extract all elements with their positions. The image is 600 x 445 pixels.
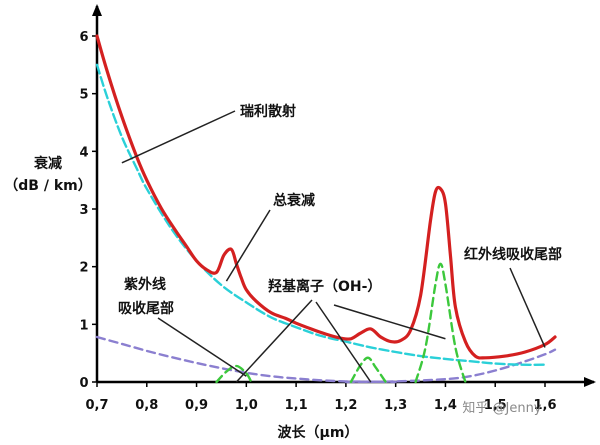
series-group [95, 34, 557, 384]
y-tick-label: 0 [79, 376, 88, 391]
series-line-rayleigh [95, 63, 547, 366]
x-axis-label: 波长（μm） [278, 424, 359, 441]
y-tick-label: 3 [79, 203, 88, 218]
series-line-ir-tail [344, 348, 557, 384]
x-tick-label: 1,5 [484, 398, 507, 413]
x-tick-label: 0,8 [135, 398, 158, 413]
series-line-oh-peak-2 [349, 356, 387, 384]
annotation-pointer-total [225, 209, 271, 282]
x-tick-label: 1,3 [384, 398, 407, 413]
x-tick-label: 1,0 [235, 398, 258, 413]
y-tick-group: 0 1 2 3 4 5 6 [79, 30, 97, 391]
x-tick-label: 0,7 [85, 398, 108, 413]
annotation-pointer-oh [315, 301, 372, 383]
y-tick-label: 2 [79, 261, 88, 276]
annotation-pointer-rayleigh [121, 110, 236, 164]
annotation-pointer-ir [509, 267, 546, 348]
x-tick-label: 1,6 [533, 398, 556, 413]
watermark: 知乎 @Jenny [462, 400, 541, 416]
annotation-pointer-oh [333, 304, 446, 340]
annotation-uv-line2: 吸收尾部 [118, 300, 174, 317]
y-tick-label: 6 [79, 30, 88, 45]
annotation-pointer-oh [235, 299, 313, 383]
y-axis-label-line2: （dB / km） [4, 178, 91, 194]
series-line-oh-peak-3 [414, 262, 467, 384]
x-tick-group: 0,7 0,8 0,9 1,0 1,1 1,2 1,3 1,4 1,5 1,6 [85, 382, 557, 413]
x-tick-label: 1,2 [334, 398, 357, 413]
annotation-pointer-uv [157, 317, 247, 377]
y-axis-label-line1: 衰减 [33, 155, 62, 172]
x-tick-label: 0,9 [185, 398, 208, 413]
x-tick-label: 1,4 [434, 398, 457, 413]
y-tick-label: 5 [79, 88, 88, 103]
annotation-ir: 红外线吸收尾部 [464, 246, 562, 263]
series-line-total [95, 34, 557, 360]
pointer-group [121, 110, 546, 383]
annotation-uv-line1: 紫外线 [124, 276, 166, 293]
annotation-oh: 羟基离子（OH-） [268, 278, 381, 295]
series-line-oh-peak-1 [215, 364, 253, 384]
y-tick-label: 4 [79, 145, 88, 160]
annotation-rayleigh: 瑞利散射 [240, 103, 296, 120]
x-tick-label: 1,1 [285, 398, 308, 413]
y-tick-label: 1 [79, 318, 88, 333]
annotation-total: 总衰减 [273, 192, 315, 209]
